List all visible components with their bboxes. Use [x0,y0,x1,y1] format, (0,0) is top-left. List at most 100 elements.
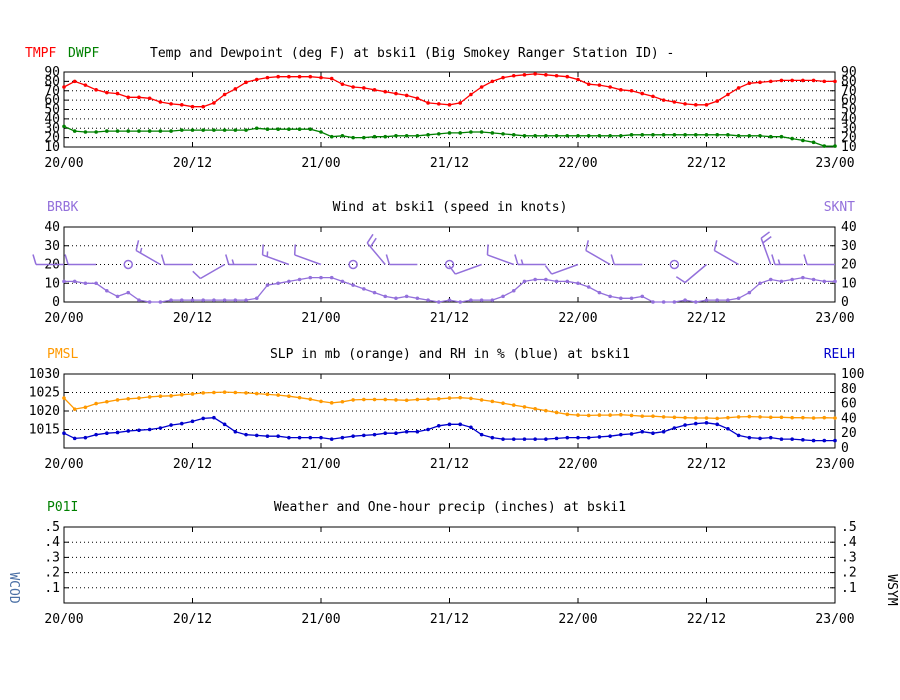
data-point-dwpf [233,128,238,132]
wind-barb-staff [294,254,322,266]
data-point-relh [479,432,484,437]
data-point-relh [779,437,784,441]
data-point-sknt [394,296,398,301]
wind-barb [192,263,225,280]
data-point-pmsl [383,397,388,402]
x-tick-label: 23/00 [815,311,854,326]
data-point-dwpf [158,129,163,133]
data-point-pmsl [72,407,77,411]
data-point-tmpf [811,78,816,83]
wind-barb [713,240,739,266]
data-point-relh [212,415,216,420]
data-point-pmsl [779,415,784,420]
y-tick-label: 1030 [29,367,60,382]
data-point-tmpf [362,86,366,90]
data-point-dwpf [576,133,580,138]
data-point-dwpf [83,130,88,134]
wind-barb-staff [760,237,772,265]
wind-barb [486,244,515,266]
data-point-dwpf [105,129,109,133]
data-point-sknt [779,279,784,284]
wind-barb-flag [610,254,615,265]
panel-precip: P01I Weather and One-hour precip (inches… [6,500,899,606]
data-point-dwpf [683,133,687,137]
x-tick-label: 20/00 [44,612,83,627]
x-tick-label: 21/12 [430,156,469,171]
data-point-relh [383,431,388,436]
plot-frame [63,526,836,604]
data-point-tmpf [351,85,355,89]
y2-tick-label: 50 [841,103,857,118]
wind-barb-flag [448,265,456,275]
data-point-pmsl [768,415,773,420]
wind-barb-staff [200,263,225,280]
wind-barb [675,263,707,284]
data-point-pmsl [576,413,580,417]
wind-barb-calm [123,259,133,270]
data-point-pmsl [608,413,612,417]
data-point-pmsl [629,413,634,418]
data-point-tmpf [179,103,184,107]
data-point-tmpf [265,75,270,80]
data-point-pmsl [105,399,109,404]
y-tick-label: 50 [44,103,60,118]
data-point-pmsl [351,398,355,402]
y-tick-label: 90 [44,65,60,80]
data-point-pmsl [554,410,559,415]
data-point-tmpf [126,95,131,100]
data-point-sknt [704,298,709,302]
data-point-dwpf [586,133,591,138]
y2-tick-label: 40 [841,112,857,127]
panel-pressure-rh: PMSL SLP in mb (orange) and RH in % (blu… [47,347,855,362]
data-point-tmpf [115,91,120,96]
data-point-tmpf [404,93,409,98]
wind-barb-staff [262,254,290,266]
data-point-dwpf [619,133,623,138]
data-point-dwpf [362,135,366,140]
data-point-relh [490,435,495,440]
data-point-relh [83,435,88,440]
series-line-tmpf [63,73,835,108]
data-point-relh [458,422,463,427]
x-tick-label: 21/12 [430,612,469,627]
data-point-sknt [747,290,752,295]
data-point-dwpf [340,133,345,138]
data-point-pmsl [126,396,131,401]
wind-barb [610,254,643,266]
data-point-pmsl [244,391,248,395]
wind-barb-flag [760,231,770,239]
y2-tick-label: .4 [841,535,857,550]
data-point-sknt [544,277,548,282]
x-tick-label: 22/12 [687,457,726,472]
plot-3: .1.1.2.2.3.3.4.4.5.520/00 20/12 21/00 21/12… [44,520,856,627]
y-tick-label: 70 [44,84,60,99]
wind-barb-calm [348,259,358,270]
x-tick-label: 21/00 [301,457,340,472]
wind-barb-flag [777,259,781,265]
data-point-dwpf [222,128,227,132]
data-point-tmpf [801,78,805,83]
y2-tick-label: 10 [841,276,857,291]
data-point-pmsl [179,392,184,397]
data-point-relh [426,427,430,432]
legend-brbk: BRBK [47,200,78,215]
data-point-sknt [811,277,816,282]
data-point-dwpf [265,127,270,131]
data-point-pmsl [704,416,709,420]
data-point-sknt [415,296,420,301]
data-point-tmpf [640,91,645,96]
y-tick-label: .1 [44,581,60,596]
data-point-pmsl [586,413,591,418]
wind-barb-flag [261,244,264,255]
data-point-relh [287,435,291,440]
data-point-tmpf [672,100,677,104]
x-tick-label: 20/12 [173,457,212,472]
data-point-sknt [372,290,377,295]
data-point-sknt [115,294,120,299]
wind-barb [160,254,193,266]
wind-barb [261,244,290,266]
x-tick-label: 21/00 [301,156,340,171]
data-point-tmpf [308,74,313,79]
y-tick-label: .4 [44,535,60,550]
